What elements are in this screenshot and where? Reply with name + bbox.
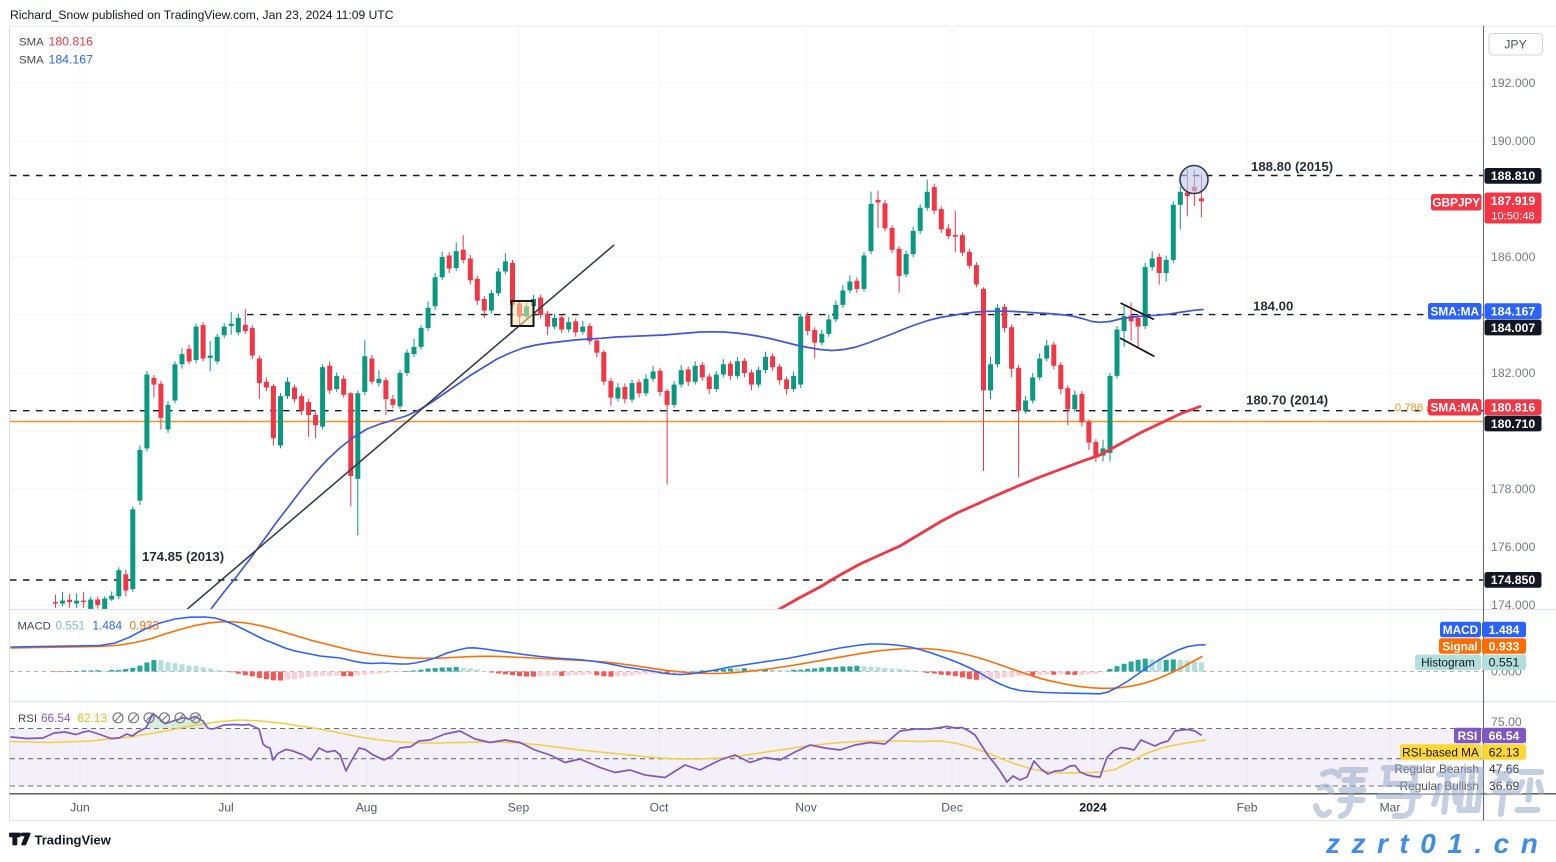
svg-text:0.551: 0.551 <box>1489 656 1520 670</box>
svg-text:1.484: 1.484 <box>93 619 123 633</box>
svg-text:zzrt01.cn: zzrt01.cn <box>1325 828 1549 857</box>
svg-text:184.167: 184.167 <box>49 53 94 67</box>
svg-text:Sep: Sep <box>508 801 530 815</box>
svg-text:184.007: 184.007 <box>1491 321 1536 335</box>
svg-text:Nov: Nov <box>795 801 817 815</box>
svg-text:176.000: 176.000 <box>1491 540 1536 554</box>
svg-text:180.816: 180.816 <box>1491 401 1536 415</box>
svg-text:Aug: Aug <box>356 801 378 815</box>
svg-text:RSI: RSI <box>1458 729 1478 743</box>
svg-text:Dec: Dec <box>941 801 963 815</box>
svg-text:Histogram: Histogram <box>1421 656 1475 670</box>
svg-text:75.00: 75.00 <box>1491 715 1522 729</box>
svg-text:Jun: Jun <box>70 801 90 815</box>
svg-text:GBPJPY: GBPJPY <box>1432 196 1480 210</box>
svg-text:188.810: 188.810 <box>1491 169 1536 183</box>
svg-text:SMA: SMA <box>19 37 44 49</box>
svg-text:187.919: 187.919 <box>1491 194 1536 208</box>
svg-text:66.54: 66.54 <box>1489 729 1520 743</box>
svg-text:1.484: 1.484 <box>1489 623 1520 637</box>
svg-text:0.933: 0.933 <box>130 619 160 633</box>
svg-text:186.000: 186.000 <box>1491 250 1536 264</box>
svg-text:174.850: 174.850 <box>1491 573 1536 587</box>
svg-text:184.00: 184.00 <box>1253 299 1293 314</box>
svg-text:Oct: Oct <box>650 801 669 815</box>
svg-text:RSI-based MA: RSI-based MA <box>1402 745 1479 759</box>
svg-text:Feb: Feb <box>1237 801 1258 815</box>
svg-text:MACD: MACD <box>18 621 51 633</box>
svg-text:2024: 2024 <box>1079 801 1107 815</box>
svg-text:Mar: Mar <box>1380 801 1401 815</box>
svg-text:Jul: Jul <box>218 801 233 815</box>
svg-text:188.80 (2015): 188.80 (2015) <box>1251 159 1333 174</box>
svg-text:TradingView: TradingView <box>35 833 112 848</box>
svg-text:180.710: 180.710 <box>1491 417 1536 431</box>
svg-text:SMA:MA: SMA:MA <box>1431 305 1480 319</box>
svg-text:RSI: RSI <box>18 713 37 725</box>
svg-text:66.54: 66.54 <box>41 711 71 725</box>
svg-text:Signal: Signal <box>1442 639 1477 653</box>
svg-text:182.000: 182.000 <box>1491 366 1536 380</box>
svg-text:0.786 (: 0.786 ( <box>1395 402 1430 414</box>
svg-text:174.000: 174.000 <box>1491 598 1536 612</box>
svg-text:Richard_Snow published on Trad: Richard_Snow published on TradingView.co… <box>10 8 394 22</box>
svg-text:MACD: MACD <box>1443 623 1479 637</box>
svg-text:0.551: 0.551 <box>56 619 86 633</box>
svg-text:178.000: 178.000 <box>1491 482 1536 496</box>
svg-text:62.13: 62.13 <box>78 711 108 725</box>
svg-text:192.000: 192.000 <box>1491 76 1536 90</box>
svg-text:SMA: SMA <box>19 55 44 67</box>
svg-text:180.816: 180.816 <box>49 35 94 49</box>
svg-text:190.000: 190.000 <box>1491 134 1536 148</box>
svg-text:180.70 (2014): 180.70 (2014) <box>1246 393 1328 408</box>
svg-text:184.167: 184.167 <box>1491 305 1536 319</box>
svg-text:JPY: JPY <box>1504 38 1527 52</box>
svg-text:0.933: 0.933 <box>1489 639 1520 653</box>
svg-text:62.13: 62.13 <box>1489 745 1520 759</box>
svg-text:SMA:MA: SMA:MA <box>1431 401 1480 415</box>
svg-text:10:50:48: 10:50:48 <box>1491 211 1535 223</box>
svg-text:174.85 (2013): 174.85 (2013) <box>142 549 224 564</box>
